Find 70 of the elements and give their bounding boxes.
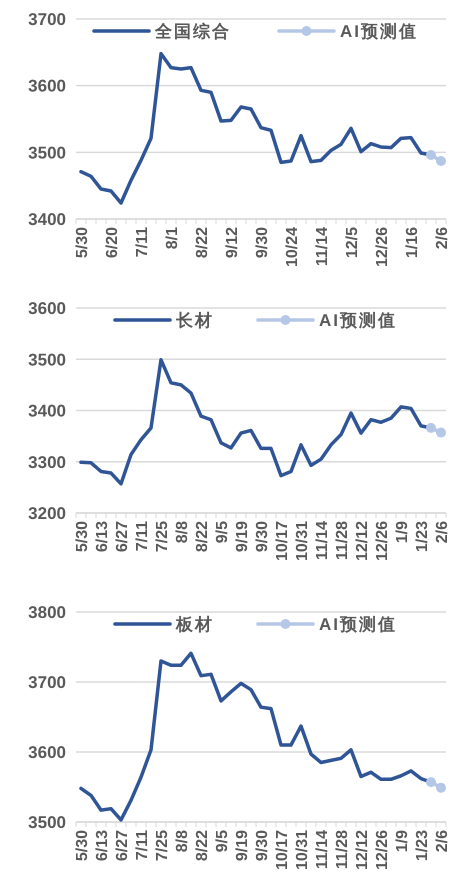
x-tick-label: 9/5 bbox=[214, 520, 231, 544]
x-tick-label: 2/6 bbox=[434, 520, 451, 544]
x-tick-label: 7/25 bbox=[154, 520, 171, 552]
y-tick-label: 3700 bbox=[28, 10, 66, 29]
x-tick-label: 8/1 bbox=[164, 226, 181, 250]
x-tick-label: 7/11 bbox=[134, 830, 151, 860]
x-tick-label: 1/16 bbox=[404, 226, 421, 258]
x-tick-label: 12/12 bbox=[354, 830, 371, 870]
x-tick-label: 10/24 bbox=[284, 226, 301, 268]
y-tick-label: 3600 bbox=[28, 743, 66, 762]
y-tick-label: 3600 bbox=[28, 299, 66, 318]
x-tick-label: 1/23 bbox=[414, 520, 431, 552]
legend-label: AI预测值 bbox=[319, 311, 397, 330]
x-tick-label: 12/26 bbox=[374, 226, 391, 268]
x-tick-label: 1/9 bbox=[394, 520, 411, 544]
y-tick-label: 3400 bbox=[28, 402, 66, 420]
x-tick-label: 6/20 bbox=[104, 226, 121, 258]
x-tick-label: 12/26 bbox=[374, 520, 391, 562]
x-tick-label: 6/27 bbox=[114, 830, 131, 862]
legend-label: AI预测值 bbox=[319, 615, 397, 634]
x-tick-label: 8/22 bbox=[194, 226, 211, 258]
x-tick-label: 11/14 bbox=[314, 830, 331, 870]
x-tick-label: 8/8 bbox=[174, 520, 191, 544]
x-tick-label: 10/17 bbox=[274, 520, 291, 562]
x-tick-label: 6/13 bbox=[94, 520, 111, 552]
x-tick-label: 6/27 bbox=[114, 520, 131, 552]
x-tick-label: 10/31 bbox=[294, 830, 311, 870]
x-tick-label: 8/22 bbox=[194, 520, 211, 552]
x-tick-label: 9/19 bbox=[234, 830, 251, 862]
x-tick-label: 11/28 bbox=[334, 520, 351, 560]
x-tick-label: 8/8 bbox=[174, 830, 191, 852]
x-tick-label: 12/26 bbox=[374, 830, 391, 870]
legend-label: 板材 bbox=[175, 615, 214, 634]
x-tick-label: 10/17 bbox=[274, 830, 291, 870]
x-tick-label: 7/25 bbox=[154, 830, 171, 862]
x-tick-label: 12/12 bbox=[354, 520, 371, 562]
y-tick-label: 3700 bbox=[28, 673, 66, 692]
legend-label: AI预测值 bbox=[340, 22, 418, 41]
x-tick-label: 1/23 bbox=[414, 830, 431, 862]
x-tick-label: 11/28 bbox=[334, 830, 351, 870]
x-tick-label: 8/22 bbox=[194, 830, 211, 862]
x-tick-label: 9/12 bbox=[224, 226, 241, 258]
y-tick-label: 3300 bbox=[28, 452, 66, 472]
x-tick-label: 5/30 bbox=[74, 226, 91, 258]
x-tick-label: 11/14 bbox=[314, 226, 331, 266]
x-tick-label: 5/30 bbox=[74, 830, 91, 862]
y-tick-label: 3600 bbox=[28, 76, 66, 96]
x-tick-label: 10/31 bbox=[294, 520, 311, 562]
y-tick-label: 3400 bbox=[28, 210, 66, 229]
x-tick-label: 9/30 bbox=[254, 520, 271, 552]
x-tick-label: 7/11 bbox=[134, 226, 151, 258]
x-tick-label: 2/6 bbox=[434, 830, 451, 852]
x-tick-label: 9/19 bbox=[234, 520, 251, 552]
x-tick-label: 7/11 bbox=[134, 520, 151, 552]
x-tick-label: 12/5 bbox=[344, 226, 361, 258]
y-tick-label: 3800 bbox=[28, 603, 66, 622]
x-tick-label: 9/30 bbox=[254, 226, 271, 258]
x-tick-label: 1/9 bbox=[394, 830, 411, 852]
x-tick-label: 5/30 bbox=[74, 520, 91, 552]
y-tick-label: 3500 bbox=[28, 143, 66, 162]
legend-label: 长材 bbox=[175, 311, 214, 330]
x-tick-label: 6/13 bbox=[94, 830, 111, 862]
y-tick-label: 3500 bbox=[28, 813, 66, 832]
y-tick-label: 3200 bbox=[28, 504, 66, 523]
legend-label: 全国综合 bbox=[154, 22, 231, 41]
x-tick-label: 2/6 bbox=[434, 226, 451, 250]
y-tick-label: 3500 bbox=[28, 350, 66, 370]
x-tick-label: 9/30 bbox=[254, 830, 271, 862]
x-tick-label: 11/14 bbox=[314, 520, 331, 560]
x-tick-label: 9/5 bbox=[214, 830, 231, 852]
